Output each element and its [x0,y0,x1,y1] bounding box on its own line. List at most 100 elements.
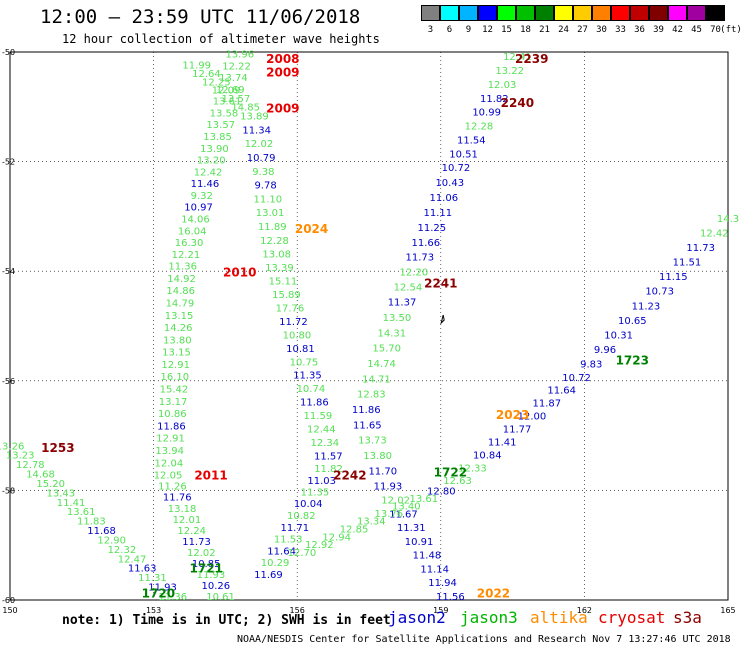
legend-label: 27 [577,25,588,35]
swh-value-label: 11.35 [301,488,330,499]
swh-value-label: 10.65 [618,316,647,327]
swh-value-label: 11.72 [279,317,308,328]
swh-value-label: 10.75 [290,357,319,368]
swh-value-label: 14.86 [166,286,195,297]
swh-value-label: 12.04 [155,458,184,469]
swh-value-label: 14.68 [26,470,55,481]
swh-value-label: 10.99 [472,108,501,119]
swh-value-label: 12.63 [443,476,472,487]
swh-value-label: 11.69 [254,570,283,581]
swh-value-label: 10.51 [449,149,478,160]
footer-note: note: 1) Time is in UTC; 2) SWH is in fe… [62,613,391,628]
swh-value-label: 14.26 [164,323,193,334]
swh-value-label: 12.28 [260,236,289,247]
swh-value-label: 11.06 [429,193,458,204]
pass-time-label: 2009 [266,101,299,115]
swh-value-label: 10.04 [294,499,323,510]
legend-swatch [630,5,649,21]
swh-value-label: 11.10 [253,194,282,205]
swh-value-label: 13.73 [358,436,387,447]
legend-label: 21 [539,25,550,35]
swh-value-label: 10.97 [184,203,213,214]
pass-time-label: 2011 [194,468,227,482]
mission-altika-label: altika [530,608,588,627]
swh-value-label: 11.76 [163,493,192,504]
swh-value-label: 10.86 [158,409,187,420]
swh-value-label: 11.89 [258,222,287,233]
swh-value-label: 11.26 [158,482,187,493]
swh-value-label: 14.3 [717,214,739,225]
legend-label: 30 [596,25,607,35]
swh-value-label: 13.61 [67,507,96,518]
lon-tick-label: 156 [290,606,305,615]
legend-label: 70 [710,25,721,35]
legend-swatch [421,5,440,21]
swh-value-label: 12.02 [381,496,410,507]
swh-value-label: 14.92 [167,274,196,285]
legend-swatch [706,5,725,21]
swh-value-label: 10.31 [604,330,633,341]
swh-value-label: 10.80 [283,330,312,341]
swh-value-label: 12.94 [322,532,351,543]
swh-value-label: 11.87 [533,399,562,410]
page-subtitle: 12 hour collection of altimeter wave hei… [62,32,380,46]
swh-value-label: 13.15 [162,348,191,359]
swh-value-label: 11.31 [397,523,426,534]
pass-time-label: 2241 [424,277,457,291]
legend-label: 18 [520,25,531,35]
swh-value-label: 11.51 [673,258,702,269]
swh-value-label: 10.43 [435,178,464,189]
legend-swatch [611,5,630,21]
swh-value-label: 9.32 [191,191,213,202]
swh-value-label: 12.78 [16,460,45,471]
swh-value-label: 13.96 [225,49,254,60]
swh-value-label: 10.84 [473,450,502,461]
swh-value-label: 11.82 [314,464,343,475]
swh-value-label: 17.76 [276,304,305,315]
swh-value-label: 11.35 [293,371,322,382]
swh-value-label: 11.93 [374,482,403,493]
swh-value-label: 12.47 [118,554,147,565]
swh-value-label: 12.05 [154,471,183,482]
swh-value-label: 9.38 [252,167,274,178]
legend-swatch [592,5,611,21]
lat-tick-label: -54 [2,267,15,276]
swh-value-label: 12.00 [518,412,547,423]
swh-value-label: 11.73 [686,243,715,254]
swh-value-label: 12.32 [108,545,137,556]
swh-value-label: 11.59 [304,411,333,422]
swh-value-label: 11.86 [300,398,329,409]
swh-value-label: 13.74 [219,73,248,84]
swh-value-label: 13.08 [262,250,291,261]
swh-value-label: 10.85 [192,559,221,570]
lat-tick-label: -52 [2,158,15,167]
pass-time-label: 2242 [333,468,366,482]
swh-value-label: 15.11 [269,277,298,288]
mission-jason3-label: jason3 [460,608,518,627]
legend-swatch [497,5,516,21]
pass-time-label: 1721 [190,562,223,576]
swh-value-label: 11.14 [420,564,449,575]
swh-value-label: 15.89 [272,290,301,301]
swh-value-label: 12.21 [172,250,201,261]
legend-label: 45 [691,25,702,35]
legend-label: 36 [634,25,645,35]
swh-value-label: 12.28 [465,122,494,133]
legend-swatch [668,5,687,21]
swh-value-label: 12.85 [340,524,369,535]
swh-value-label: 11.41 [57,498,86,509]
swh-value-label: 14.79 [166,298,195,309]
swh-value-label: 13.50 [383,313,412,324]
swh-value-label: 12.80 [427,486,456,497]
pass-time-label: 1720 [142,586,175,600]
page-title: 12:00 — 23:59 UTC 11/06/2018 [40,6,361,28]
swh-value-label: 11.25 [418,223,447,234]
swh-value-label: 10.73 [645,287,674,298]
swh-value-label: 16.04 [178,226,207,237]
swh-value-label: 12.24 [177,526,206,537]
swh-value-label: 13.40 [392,501,421,512]
legend-label: 33 [615,25,626,35]
swh-value-label: 12.70 [288,548,317,559]
swh-value-label: 12.42 [700,228,729,239]
pass-time-label: 2009 [266,66,299,80]
